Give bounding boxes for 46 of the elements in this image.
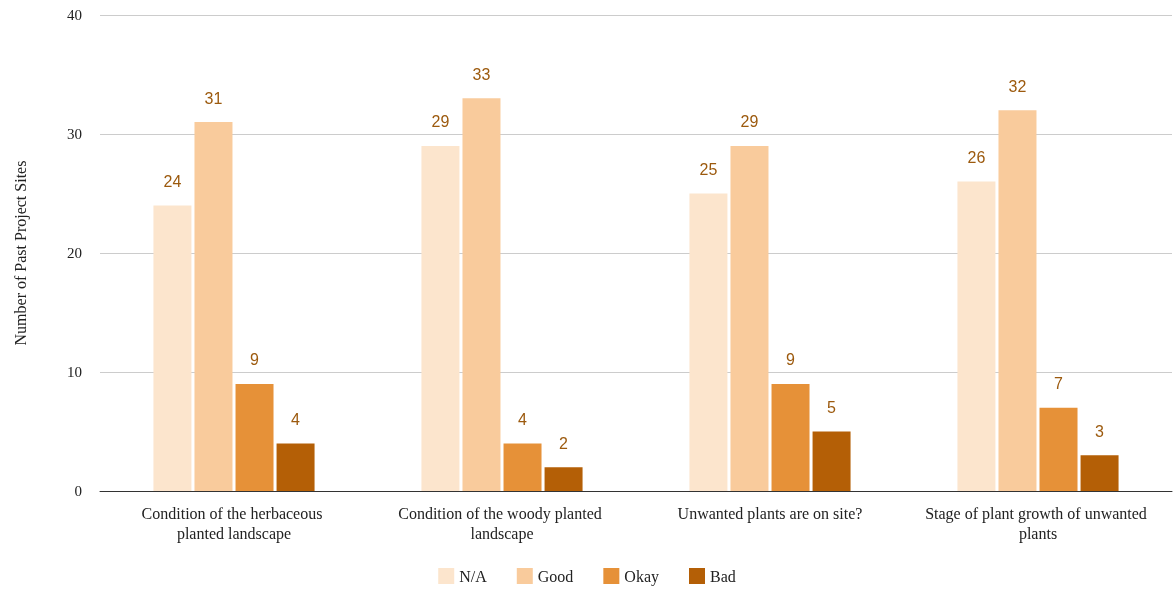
data-label: 9 xyxy=(250,351,260,369)
y-tick-label: 20 xyxy=(67,245,82,261)
bar xyxy=(503,443,542,491)
bar xyxy=(421,145,460,491)
bar xyxy=(730,145,769,491)
bar xyxy=(689,193,728,491)
data-label: 4 xyxy=(291,410,301,428)
bar xyxy=(1080,455,1119,491)
bar xyxy=(462,98,501,491)
y-axis-title: Number of Past Project Sites xyxy=(11,160,30,346)
data-label: 9 xyxy=(786,351,796,369)
data-label: 32 xyxy=(1008,77,1027,95)
bar xyxy=(235,383,274,491)
data-label: 25 xyxy=(699,161,718,178)
bar xyxy=(276,443,315,491)
bar xyxy=(194,122,233,491)
data-label: 2 xyxy=(559,434,569,452)
data-label: 24 xyxy=(163,172,182,190)
x-tick-label: Unwanted plants are on site? xyxy=(677,504,863,523)
legend-label: Good xyxy=(537,567,574,585)
data-label: 4 xyxy=(518,410,528,428)
legend-label: Bad xyxy=(710,567,736,585)
legend-label: Okay xyxy=(624,567,659,586)
bar xyxy=(812,431,851,491)
bar xyxy=(957,181,996,491)
bar xyxy=(998,110,1037,491)
x-tick-label: Stage of plant growth of unwanted plants xyxy=(925,504,1151,543)
data-label: 31 xyxy=(204,89,223,107)
y-tick-label: 30 xyxy=(67,126,82,142)
data-label: 29 xyxy=(431,113,450,131)
legend-label: N/A xyxy=(459,567,488,585)
bar xyxy=(1039,407,1078,491)
data-label: 5 xyxy=(827,399,837,416)
x-tick-label: Condition of the herbaceous planted landscape xyxy=(141,504,327,543)
y-tick-label: 10 xyxy=(67,364,82,380)
data-label: 3 xyxy=(1095,422,1105,440)
bar xyxy=(771,383,810,491)
y-tick-label: 40 xyxy=(67,7,82,23)
data-label: 33 xyxy=(472,65,491,83)
data-label: 26 xyxy=(967,149,986,167)
bar xyxy=(153,205,192,491)
bar xyxy=(544,467,583,491)
data-label: 29 xyxy=(740,113,759,131)
data-label: 7 xyxy=(1054,375,1064,393)
y-tick-label: 0 xyxy=(74,483,82,499)
x-tick-label: Condition of the woody planted landscape xyxy=(398,504,606,543)
